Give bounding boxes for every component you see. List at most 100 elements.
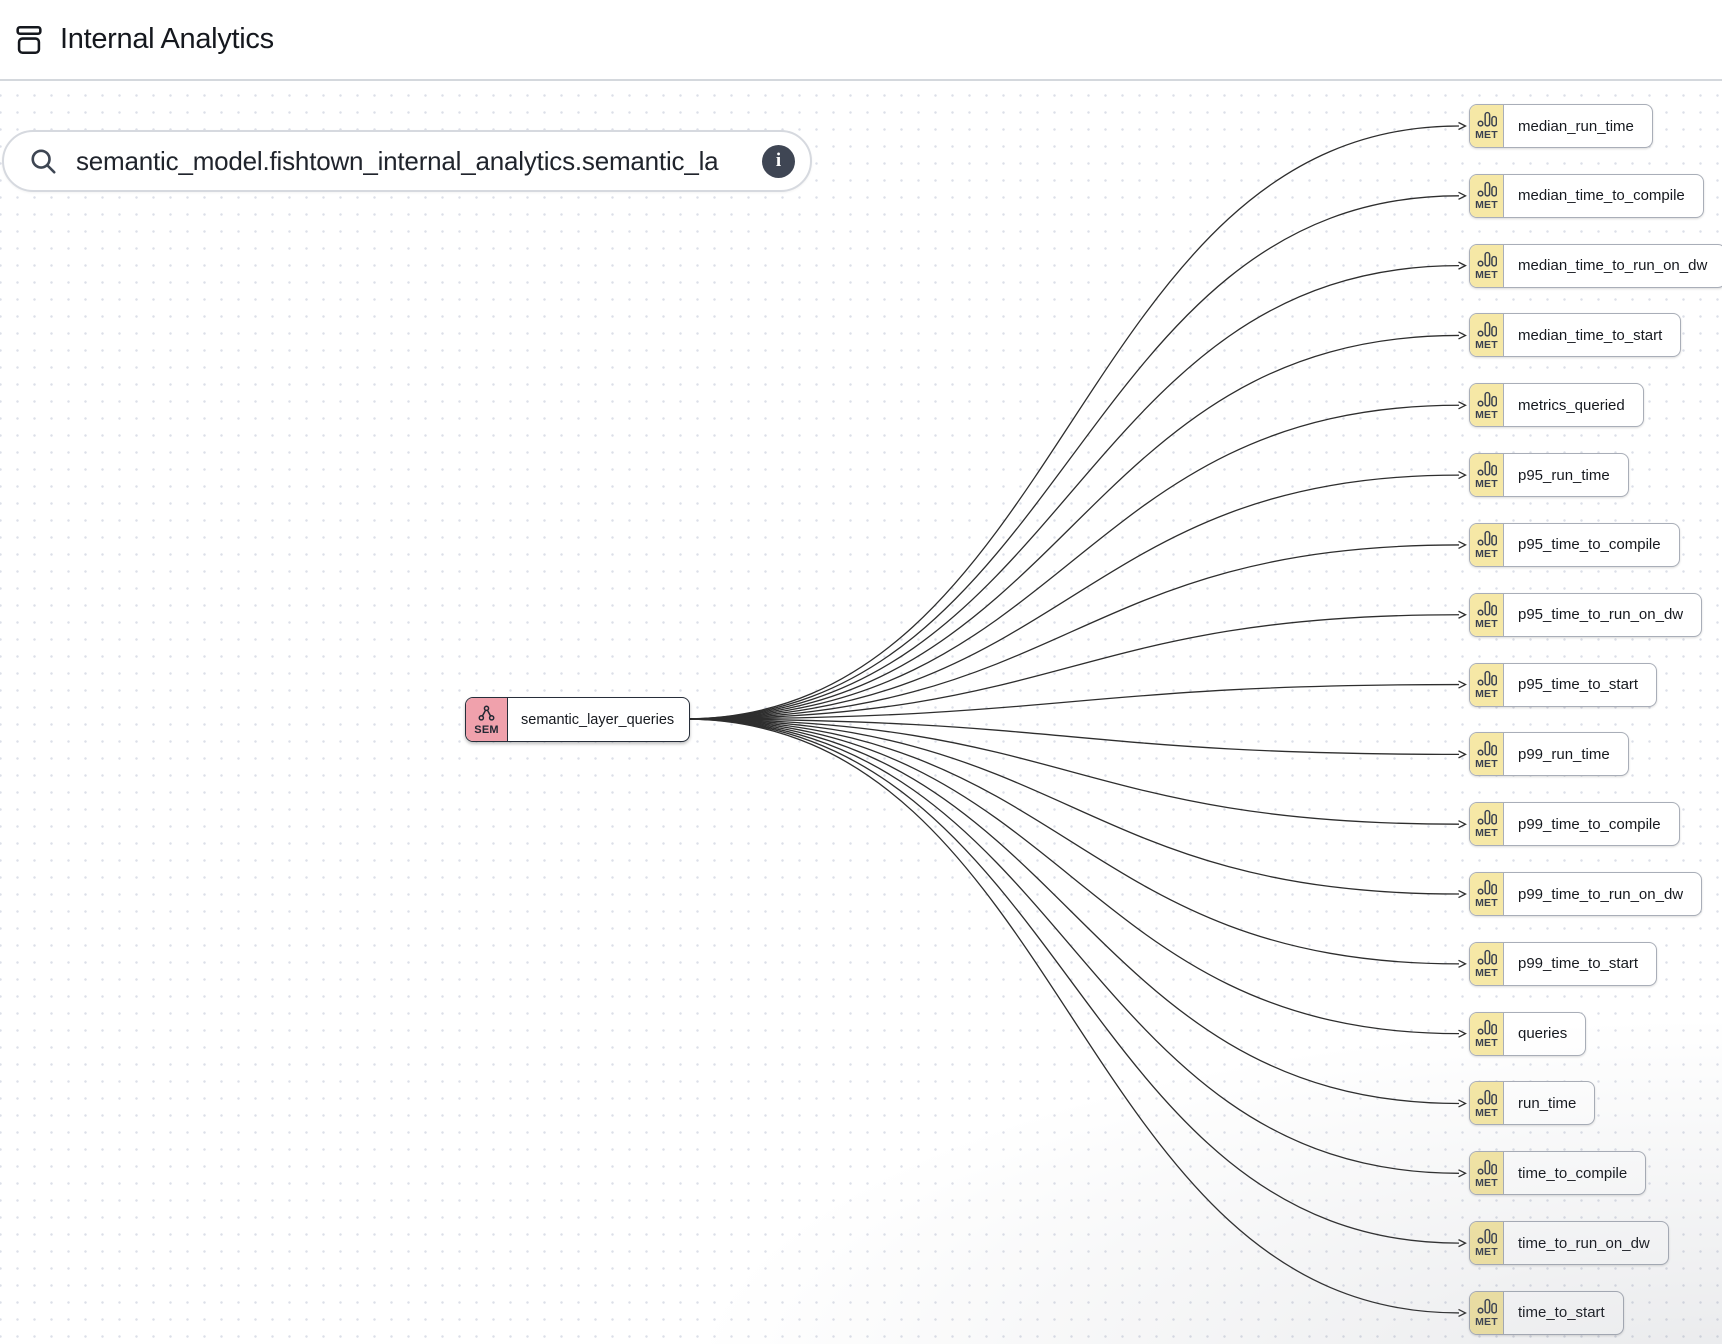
metric-node[interactable]: MET p95_time_to_run_on_dw [1469, 592, 1703, 637]
met-badge: MET [1470, 314, 1504, 357]
metric-node[interactable]: MET time_to_start [1469, 1290, 1624, 1335]
met-badge-label: MET [1475, 967, 1498, 980]
met-badge: MET [1470, 1012, 1504, 1055]
bar-chart-icon [1476, 1159, 1497, 1175]
met-badge-label: MET [1475, 897, 1498, 910]
edge [682, 331, 1467, 720]
edge [682, 401, 1467, 720]
met-badge-label: MET [1475, 687, 1498, 700]
lineage-edges [682, 121, 1467, 1318]
bar-chart-icon [1476, 391, 1497, 407]
met-badge-label: MET [1475, 478, 1498, 491]
met-badge-label: MET [1475, 827, 1498, 840]
met-badge: MET [1470, 733, 1504, 776]
metric-node[interactable]: MET run_time [1469, 1081, 1596, 1126]
metric-node[interactable]: MET p95_time_to_compile [1469, 522, 1680, 567]
met-badge-label: MET [1475, 617, 1498, 630]
metric-label: median_run_time [1518, 117, 1634, 135]
bar-chart-icon [1476, 1229, 1497, 1244]
met-badge-label: MET [1475, 1176, 1498, 1189]
metric-label: p99_time_to_run_on_dw [1518, 885, 1684, 903]
edge [682, 718, 1467, 1178]
metric-node[interactable]: MET median_run_time [1469, 104, 1653, 148]
bar-chart-icon [1476, 949, 1497, 965]
metric-label: p95_run_time [1518, 466, 1610, 484]
met-badge-label: MET [1475, 757, 1498, 770]
met-badge: MET [1470, 803, 1504, 846]
info-glyph: i [775, 150, 782, 171]
met-badge: MET [1470, 942, 1504, 985]
edge [682, 261, 1467, 720]
metric-label: p99_run_time [1518, 745, 1610, 763]
bar-chart-icon [1476, 1019, 1497, 1035]
metric-node[interactable]: MET p99_time_to_run_on_dw [1469, 872, 1703, 917]
met-badge-label: MET [1475, 129, 1498, 142]
metric-node[interactable]: MET queries [1469, 1011, 1587, 1056]
met-badge-label: MET [1475, 408, 1498, 421]
metric-node[interactable]: MET time_to_run_on_dw [1469, 1221, 1669, 1266]
metric-label: median_time_to_run_on_dw [1518, 257, 1708, 275]
edge [682, 471, 1467, 720]
app-header: Internal Analytics [0, 0, 1722, 79]
metric-label: p95_time_to_compile [1518, 536, 1661, 554]
edge [682, 610, 1467, 720]
info-icon[interactable]: i [762, 144, 795, 178]
page-title: Internal Analytics [60, 23, 274, 55]
edge [682, 680, 1467, 720]
bar-chart-icon [1476, 531, 1497, 546]
bar-chart-icon [1476, 321, 1497, 337]
semantic-model-label: semantic_layer_queries [521, 711, 675, 728]
met-badge: MET [1470, 1222, 1504, 1265]
bar-chart-icon [1476, 461, 1497, 476]
metric-node[interactable]: MET time_to_compile [1469, 1151, 1647, 1196]
edge [682, 718, 1467, 759]
met-badge-label: MET [1475, 1106, 1498, 1119]
metric-node[interactable]: MET metrics_queried [1469, 383, 1644, 428]
search-bar[interactable]: semantic_model.fishtown_internal_analyti… [2, 130, 812, 192]
edge [682, 718, 1467, 1038]
metric-label: p95_time_to_run_on_dw [1518, 606, 1684, 624]
bar-chart-icon [1476, 1089, 1497, 1105]
metric-label: run_time [1518, 1094, 1577, 1112]
met-badge: MET [1470, 593, 1504, 636]
metric-label: median_time_to_start [1518, 326, 1663, 344]
metric-node[interactable]: MET p95_time_to_start [1469, 662, 1658, 707]
metric-label: time_to_start [1518, 1304, 1605, 1322]
met-badge-label: MET [1475, 1036, 1498, 1049]
met-badge-label: MET [1475, 338, 1498, 351]
bar-chart-icon [1476, 1299, 1497, 1314]
metric-node[interactable]: MET p99_time_to_start [1469, 941, 1658, 986]
met-badge: MET [1470, 873, 1504, 916]
metric-label: p99_time_to_start [1518, 955, 1639, 973]
edge [682, 540, 1467, 720]
bar-chart-icon [1476, 251, 1497, 267]
search-input[interactable]: semantic_model.fishtown_internal_analyti… [76, 145, 719, 176]
metric-node[interactable]: MET p95_run_time [1469, 453, 1629, 498]
header-divider [0, 79, 1722, 81]
met-badge: MET [1470, 384, 1504, 427]
metric-label: time_to_compile [1518, 1164, 1628, 1182]
metric-node[interactable]: MET p99_time_to_compile [1469, 802, 1680, 847]
met-badge: MET [1470, 523, 1504, 566]
met-badge-label: MET [1475, 1246, 1498, 1259]
edge [682, 718, 1467, 968]
metric-label: p95_time_to_start [1518, 676, 1639, 694]
edge [682, 718, 1467, 1248]
lineage-canvas[interactable]: semantic_model.fishtown_internal_analyti… [0, 81, 1722, 1344]
metric-node[interactable]: MET median_time_to_compile [1469, 173, 1704, 218]
metric-label: median_time_to_compile [1518, 187, 1685, 205]
met-badge: MET [1470, 105, 1504, 147]
met-badge: MET [1470, 174, 1504, 217]
edge [682, 121, 1467, 720]
bar-chart-icon [1476, 880, 1497, 895]
met-badge: MET [1470, 454, 1504, 497]
bar-chart-icon [1476, 600, 1497, 616]
met-badge: MET [1470, 244, 1504, 287]
database-icon [16, 25, 42, 54]
semantic-model-node[interactable]: SEM semantic_layer_queries [465, 697, 691, 742]
metric-node[interactable]: MET p99_run_time [1469, 732, 1629, 777]
metric-node[interactable]: MET median_time_to_run_on_dw [1469, 243, 1722, 288]
metric-node[interactable]: MET median_time_to_start [1469, 313, 1682, 358]
met-badge-label: MET [1475, 199, 1498, 212]
